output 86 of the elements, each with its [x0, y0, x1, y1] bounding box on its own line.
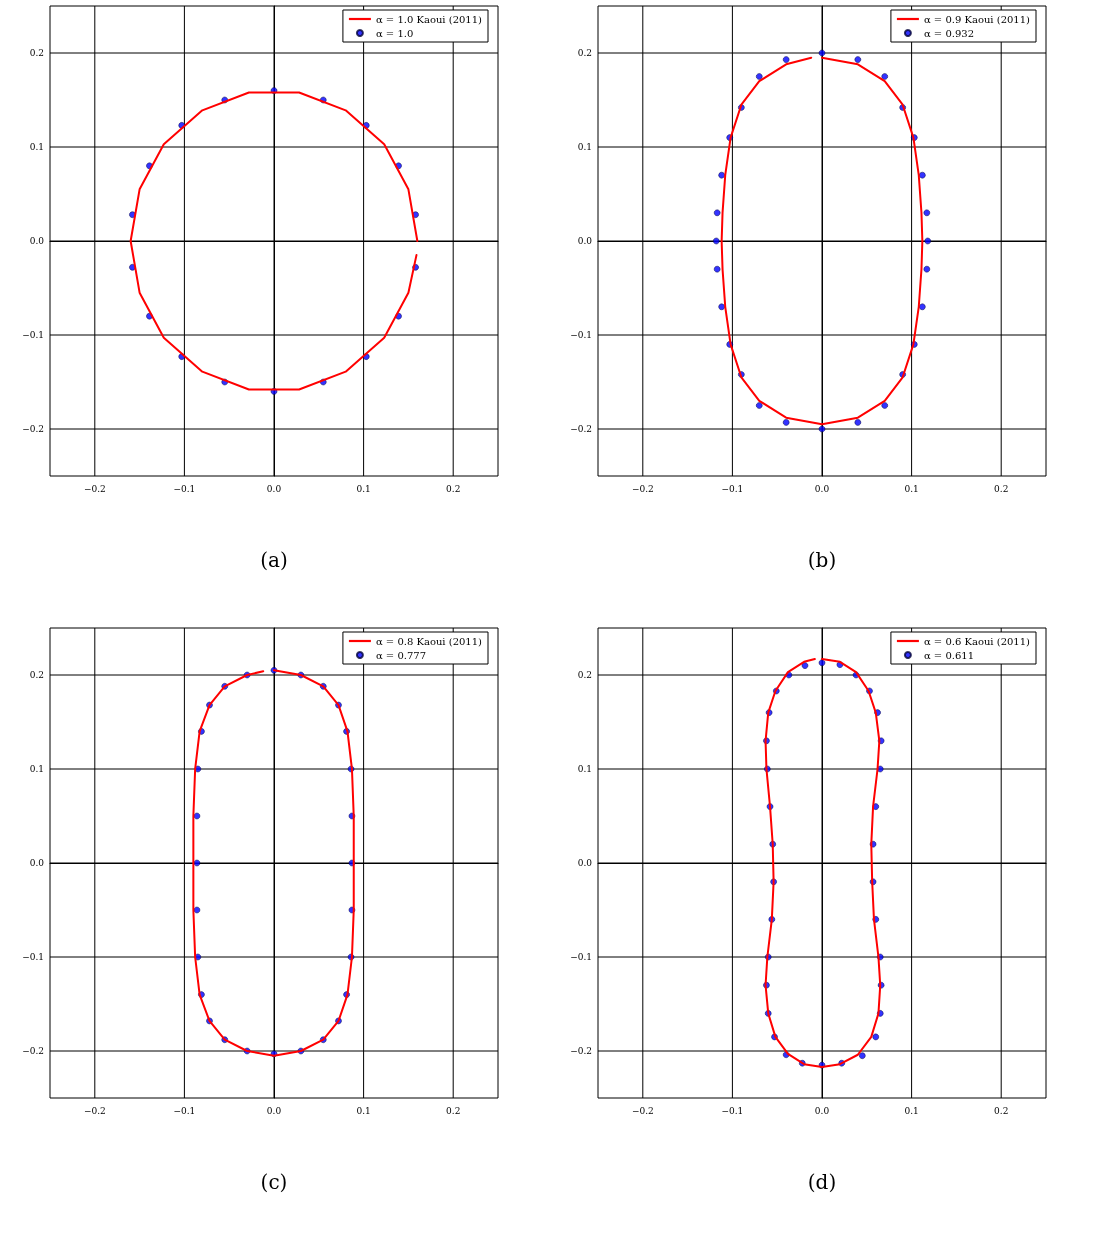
point — [854, 56, 862, 63]
point — [412, 211, 419, 218]
point — [782, 56, 790, 63]
point — [193, 859, 201, 867]
point — [713, 209, 721, 217]
y-tick-label: −0.2 — [570, 424, 592, 434]
x-tick-label: 0.2 — [446, 1105, 461, 1116]
text: (a) — [260, 548, 288, 572]
text: (d) — [807, 1170, 837, 1194]
text: (b) — [807, 548, 837, 572]
point — [872, 803, 880, 810]
y-tick-label: 0.1 — [577, 142, 592, 152]
point — [923, 265, 931, 273]
point — [755, 402, 763, 409]
legend-label: α = 0.9 Kaoui (2011) — [923, 13, 1031, 25]
point — [818, 659, 826, 667]
y-tick-label: −0.1 — [22, 952, 44, 962]
point — [129, 211, 136, 218]
x-tick-label: 0.2 — [994, 483, 1009, 494]
y-tick-label: −0.1 — [570, 330, 592, 340]
x-tick-label: 0.0 — [266, 1105, 282, 1116]
y-tick-label: −0.1 — [22, 330, 44, 340]
x-tick-label: −0.1 — [721, 1105, 744, 1116]
legend-label: α = 1.0 — [375, 27, 414, 39]
point — [718, 171, 725, 179]
x-tick-label: 0.1 — [904, 1105, 919, 1116]
y-tick-label: 0.0 — [577, 858, 593, 868]
point — [872, 1033, 880, 1041]
point — [854, 419, 862, 426]
point — [818, 49, 826, 57]
y-tick-label: 0.2 — [29, 48, 44, 58]
point — [194, 765, 202, 773]
x-tick-label: −0.2 — [83, 483, 106, 494]
point — [193, 812, 201, 820]
x-tick-label: −0.1 — [721, 483, 744, 494]
y-tick-label: 0.2 — [577, 48, 592, 58]
point — [782, 419, 790, 426]
point — [919, 171, 926, 179]
text: (c) — [260, 1170, 288, 1194]
point — [818, 425, 826, 433]
point — [924, 237, 932, 245]
line-series — [129, 91, 419, 391]
x-tick-label: 0.1 — [904, 483, 919, 494]
y-tick-label: −0.2 — [22, 1046, 44, 1056]
y-tick-label: 0.1 — [29, 764, 44, 774]
point — [193, 906, 201, 914]
legend-label: α = 0.932 — [923, 27, 975, 39]
x-tick-label: 0.1 — [356, 1105, 371, 1116]
legend-label: α = 0.777 — [375, 649, 427, 661]
y-tick-label: 0.0 — [29, 236, 45, 246]
point — [801, 662, 809, 669]
y-tick-label: −0.2 — [22, 424, 44, 434]
legend-label: α = 1.0 Kaoui (2011) — [375, 13, 483, 25]
point — [881, 73, 889, 80]
y-tick-label: 0.1 — [577, 764, 592, 774]
y-tick-label: 0.0 — [577, 236, 593, 246]
x-tick-label: −0.1 — [173, 483, 196, 494]
x-tick-label: −0.1 — [173, 1105, 196, 1116]
legend-label: α = 0.611 — [923, 649, 975, 661]
x-tick-label: −0.2 — [631, 1105, 654, 1116]
point — [881, 402, 889, 409]
y-tick-label: 0.0 — [29, 858, 45, 868]
x-tick-label: −0.2 — [631, 483, 654, 494]
legend-label: α = 0.6 Kaoui (2011) — [923, 635, 1031, 647]
x-tick-label: 0.1 — [356, 483, 371, 494]
point — [194, 953, 202, 961]
x-tick-label: −0.2 — [83, 1105, 106, 1116]
point — [923, 209, 931, 217]
point — [755, 73, 763, 80]
x-tick-label: 0.0 — [266, 483, 282, 494]
point — [718, 303, 725, 311]
point — [919, 303, 926, 311]
y-tick-label: −0.1 — [570, 952, 592, 962]
y-tick-label: 0.1 — [29, 142, 44, 152]
x-tick-label: 0.2 — [446, 483, 461, 494]
point — [712, 237, 720, 245]
point — [129, 264, 136, 271]
y-tick-label: 0.2 — [29, 670, 44, 680]
x-tick-label: 0.2 — [994, 1105, 1009, 1116]
point — [713, 265, 721, 273]
y-tick-label: 0.2 — [577, 670, 592, 680]
y-tick-label: −0.2 — [570, 1046, 592, 1056]
legend-label: α = 0.8 Kaoui (2011) — [375, 635, 483, 647]
x-tick-label: 0.0 — [814, 1105, 830, 1116]
x-tick-label: 0.0 — [814, 483, 830, 494]
point — [859, 1052, 866, 1059]
